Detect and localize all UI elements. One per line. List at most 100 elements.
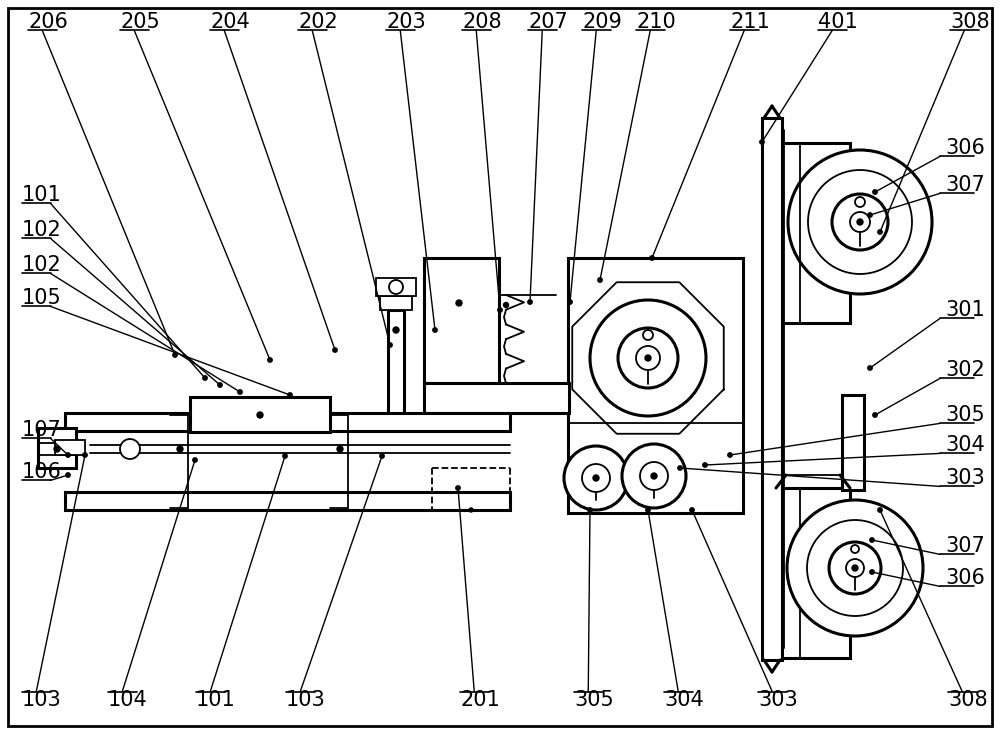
Text: 103: 103 [22,690,62,710]
Circle shape [582,464,610,492]
Text: 307: 307 [945,536,985,556]
Circle shape [393,327,399,333]
Circle shape [846,559,864,577]
Circle shape [257,412,263,418]
Text: 301: 301 [945,300,985,320]
Bar [842,395,864,490]
Text: 303: 303 [758,690,798,710]
Bar [424,258,499,383]
Text: 308: 308 [948,690,988,710]
Circle shape [120,439,140,459]
Text: 101: 101 [22,185,62,205]
Circle shape [622,444,686,508]
Circle shape [193,458,197,462]
Circle shape [66,453,70,457]
Circle shape [788,150,932,294]
Text: 104: 104 [108,690,148,710]
Bar [38,428,76,468]
Circle shape [564,446,628,510]
Circle shape [640,462,668,490]
Text: 202: 202 [298,12,338,32]
Text: 201: 201 [460,690,500,710]
Text: 307: 307 [945,175,985,195]
Circle shape [850,212,870,232]
Bar [65,413,510,431]
Circle shape [636,346,660,370]
Text: 211: 211 [730,12,770,32]
Circle shape [528,299,532,304]
Text: 206: 206 [28,12,68,32]
Circle shape [829,542,881,594]
Circle shape [868,366,872,370]
Text: 207: 207 [528,12,568,32]
Circle shape [268,357,272,362]
Circle shape [870,538,874,542]
Circle shape [808,170,912,274]
Bar [388,310,404,425]
Circle shape [389,280,403,294]
Circle shape [588,508,592,512]
Bar [776,143,850,323]
Circle shape [173,353,177,357]
Text: 302: 302 [945,360,985,380]
Text: 107: 107 [22,420,62,440]
Circle shape [54,446,60,452]
Text: 208: 208 [462,12,502,32]
Circle shape [646,508,650,512]
Circle shape [760,139,764,144]
Text: 308: 308 [950,12,990,32]
Circle shape [203,376,207,380]
Circle shape [650,256,654,260]
Circle shape [618,328,678,388]
Circle shape [433,328,437,333]
Circle shape [643,330,653,340]
Text: 204: 204 [210,12,250,32]
Text: 105: 105 [22,288,62,308]
Text: 306: 306 [945,138,985,158]
Circle shape [218,383,222,388]
Circle shape [388,343,392,347]
Bar [65,492,510,510]
Circle shape [337,446,343,452]
Text: 305: 305 [574,690,614,710]
Text: 103: 103 [286,690,326,710]
Circle shape [380,454,384,458]
Text: 209: 209 [582,12,622,32]
Circle shape [868,213,872,217]
Circle shape [870,570,874,574]
Text: 304: 304 [945,435,985,455]
Circle shape [878,230,882,234]
Text: 306: 306 [945,568,985,588]
Circle shape [832,194,888,250]
Circle shape [598,277,602,282]
Text: 205: 205 [120,12,160,32]
Circle shape [873,190,877,195]
Text: 304: 304 [664,690,704,710]
Text: 305: 305 [945,405,985,425]
Circle shape [333,348,337,352]
Circle shape [651,473,657,479]
Circle shape [288,393,292,397]
Circle shape [878,508,882,512]
Circle shape [851,545,859,553]
Circle shape [498,308,502,312]
Circle shape [177,446,183,452]
Circle shape [469,508,473,512]
Text: 102: 102 [22,255,62,275]
Circle shape [504,302,509,308]
Circle shape [690,508,694,512]
Circle shape [855,197,865,207]
Circle shape [678,466,682,470]
Circle shape [590,300,706,416]
Circle shape [852,565,858,571]
Text: 210: 210 [636,12,676,32]
Text: 101: 101 [196,690,236,710]
Text: 102: 102 [22,220,62,240]
Circle shape [593,475,599,481]
Bar [762,118,782,660]
Text: 303: 303 [945,468,985,488]
Circle shape [645,355,651,361]
Text: 203: 203 [386,12,426,32]
Text: 401: 401 [818,12,858,32]
Circle shape [283,454,287,458]
